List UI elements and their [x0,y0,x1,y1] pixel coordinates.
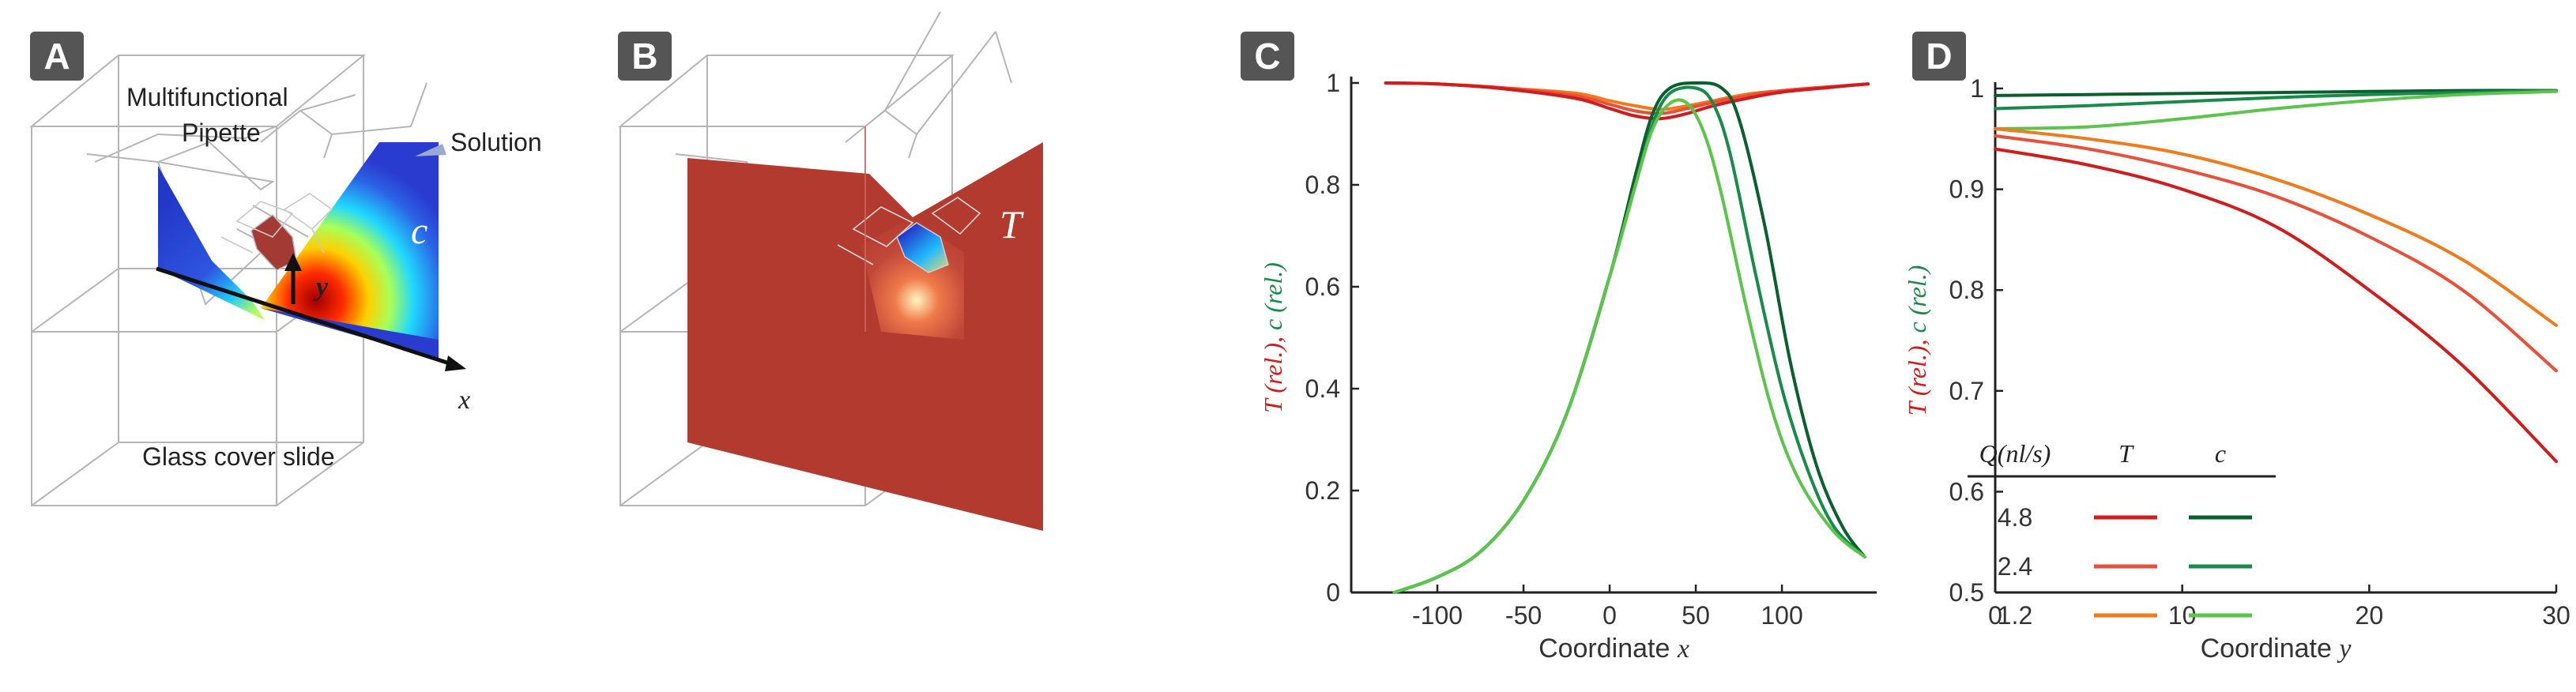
x-tick-label: 50 [1682,601,1710,630]
y-tick-label: 1 [1326,69,1340,97]
x-axis-line [156,266,455,367]
series-line-T_1-2 [1994,127,2558,327]
legend-q-value: 1.2 [1998,601,2032,630]
panel-label-d: D [1912,32,1966,81]
y-tick-label: 0.8 [1305,171,1340,199]
pipette-tip [896,222,949,273]
x-tick-label: 20 [2356,601,2384,630]
panel-c: 0 0.2 0.4 0.6 0.8 1 -100 -50 0 50 100 Coordinate x T… [1201,0,1889,692]
series-line-c_2-4 [1994,88,2558,111]
series-line-c_2-4 [1392,85,1866,594]
solution-label: Solution [450,128,542,156]
x-tick-label: -100 [1412,601,1463,630]
pipette-label-line1: Multifunctional [126,83,288,111]
series-line-T_2-4 [1384,81,1870,115]
y-tick-label: 0 [1326,578,1340,607]
x-tick-label: 0 [1602,601,1617,630]
series-line-c_1-2 [1392,98,1866,594]
solution-pointer [415,144,446,156]
x-tick-label: 30 [2542,601,2570,630]
axis-label-y: y [316,273,329,302]
glass-cover-slide-label: Glass cover slide [142,442,335,471]
pipette-label-line2: Pipette [182,118,261,147]
panel-b-diagram [618,11,1043,531]
legend-q-value: 4.8 [1998,503,2032,532]
series-line-T_4-8 [1994,147,2558,464]
y-tick-label: 0.7 [1949,377,1984,405]
y-tick-label: 1 [1970,74,1984,103]
symbol-T: T [1000,202,1022,246]
x-axis-arrow [445,355,466,371]
chart-c: 0 0.2 0.4 0.6 0.8 1 -100 -50 0 50 100 Coordinate x T… [1259,69,1877,664]
panel-a-diagram [29,55,466,506]
y-axis-arrow [284,253,302,271]
x-tick-label: 100 [1761,601,1802,630]
series-line-T_1-2 [1384,81,1870,111]
x-tick-label: -50 [1505,601,1542,630]
legend-header-c: c [2215,439,2226,468]
x-axis-label: Coordinate x [1538,634,1689,664]
panel-label-c: C [1241,32,1294,81]
panel-b: B T [601,0,1185,692]
y-tick-label: 0.6 [1305,273,1340,301]
legend-header-q: Q(nl/s) [1979,439,2051,468]
series-line-c_4-8 [1392,81,1866,594]
series-line-c_4-8 [1994,88,2558,97]
x-axis-label: Coordinate y [2201,634,2352,664]
series-line-c_1-2 [1994,89,2558,130]
legend-header-t: T [2118,439,2134,468]
panel-label-b: B [618,32,672,81]
y-tick-label: 0.2 [1305,476,1340,505]
series-line-T_2-4 [1994,134,2558,373]
y-tick-label: 0.8 [1949,276,1984,304]
panel-a: A Multifunctional Pipette Solution Glass… [0,0,585,692]
x-tick-label: 0 [1988,601,2002,630]
y-axis-label: T (rel.), c (rel.) [1903,265,1931,416]
panel-label-a: A [30,32,84,81]
y-axis-label: T (rel.), c (rel.) [1259,262,1287,413]
y-tick-label: 0.6 [1949,477,1984,506]
temperature-field [687,142,1043,531]
axis-label-x: x [458,385,471,415]
concentration-field-right [261,142,439,359]
y-tick-label: 0.9 [1949,175,1984,204]
y-tick-label: 0.5 [1949,578,1984,607]
y-tick-label: 0.4 [1305,374,1340,403]
legend-q-value: 2.4 [1998,552,2032,581]
symbol-c: c [411,210,428,252]
concentration-field-left [158,166,265,320]
wireframe-box [29,55,427,506]
